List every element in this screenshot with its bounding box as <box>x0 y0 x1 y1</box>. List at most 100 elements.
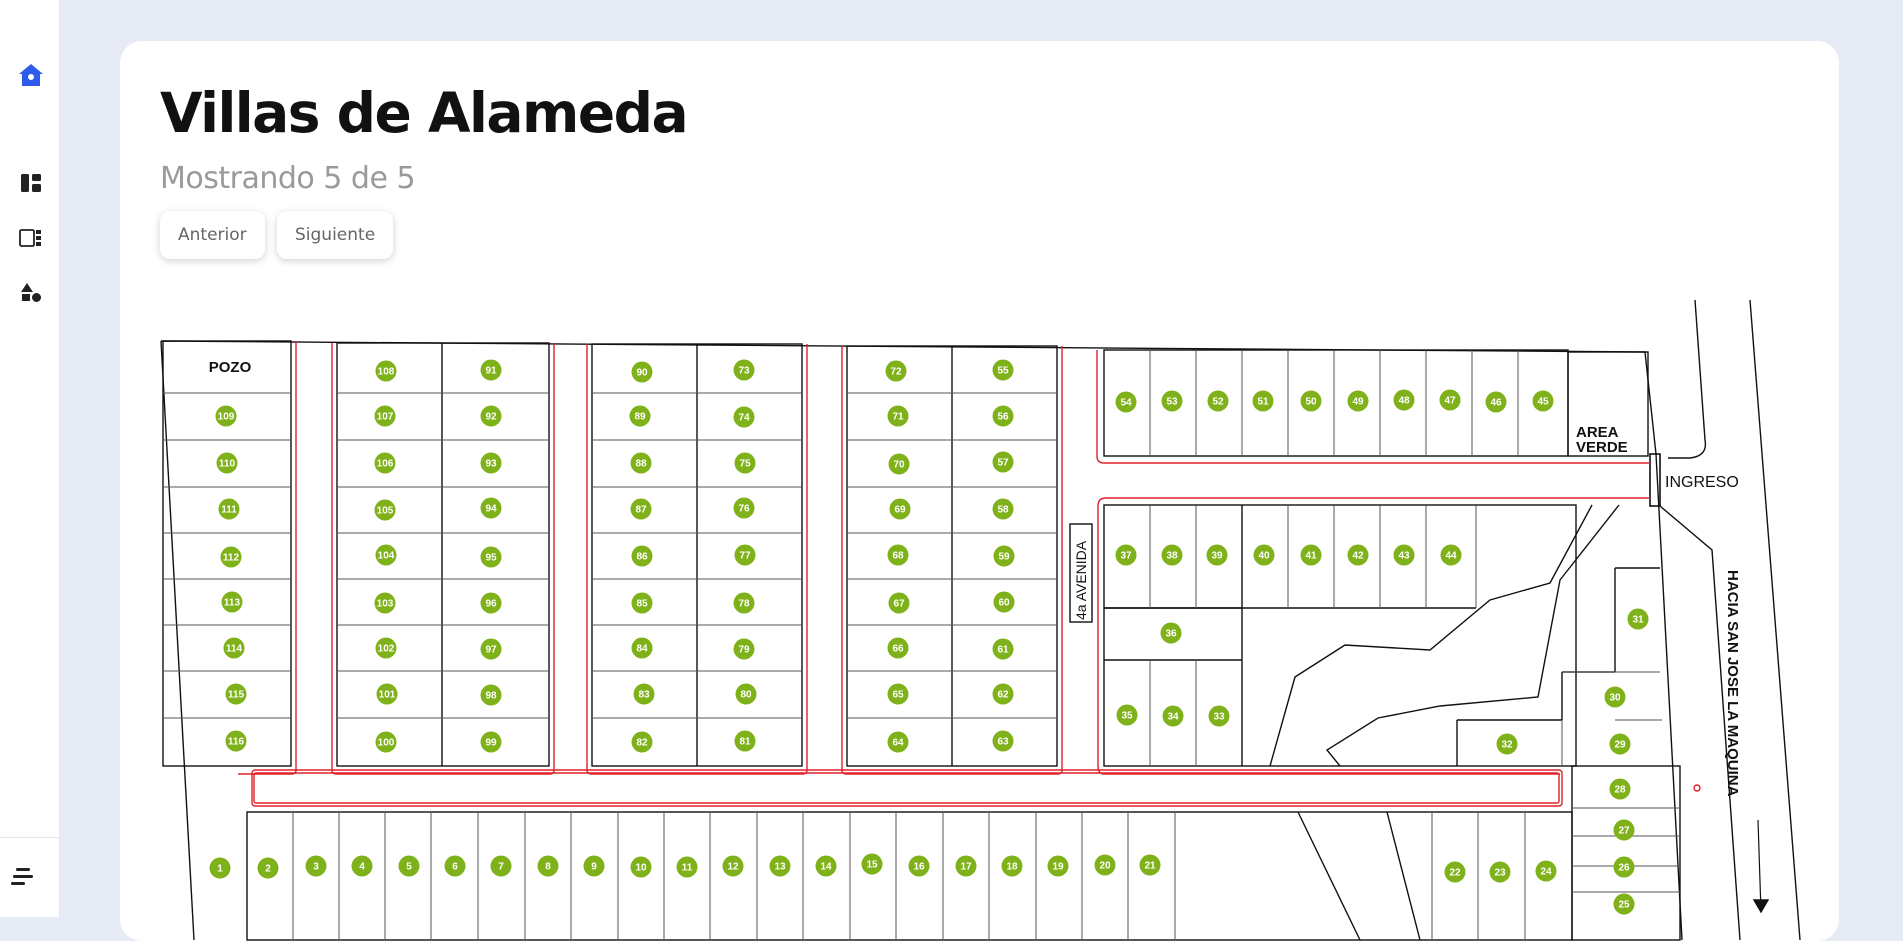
lot-marker-35[interactable]: 35 <box>1116 704 1138 726</box>
lot-marker-33[interactable]: 33 <box>1208 705 1230 727</box>
lot-marker-65[interactable]: 65 <box>887 683 909 705</box>
lot-dot[interactable] <box>992 498 1014 520</box>
lot-dot[interactable] <box>305 855 327 877</box>
lot-dot[interactable] <box>480 405 502 427</box>
lot-dot[interactable] <box>631 361 653 383</box>
lot-dot[interactable] <box>375 360 397 382</box>
lot-dot[interactable] <box>733 359 755 381</box>
lot-dot[interactable] <box>1609 733 1631 755</box>
lot-dot[interactable] <box>992 730 1014 752</box>
lot-dot[interactable] <box>223 637 245 659</box>
lot-dot[interactable] <box>1116 704 1138 726</box>
lot-dot[interactable] <box>480 684 502 706</box>
lot-marker-93[interactable]: 93 <box>480 452 502 474</box>
lot-dot[interactable] <box>218 498 240 520</box>
lot-marker-47[interactable]: 47 <box>1439 389 1461 411</box>
lot-marker-83[interactable]: 83 <box>633 683 655 705</box>
lot-marker-30[interactable]: 30 <box>1604 686 1626 708</box>
lot-dot[interactable] <box>1604 686 1626 708</box>
lot-dot[interactable] <box>630 856 652 878</box>
lot-marker-27[interactable]: 27 <box>1613 819 1635 841</box>
lot-dot[interactable] <box>1208 705 1230 727</box>
lot-dot[interactable] <box>225 683 247 705</box>
lot-dot[interactable] <box>1094 854 1116 876</box>
lot-marker-7[interactable]: 7 <box>490 855 512 877</box>
lot-marker-108[interactable]: 108 <box>375 360 397 382</box>
lot-marker-5[interactable]: 5 <box>398 855 420 877</box>
lot-marker-111[interactable]: 111 <box>218 498 240 520</box>
lot-marker-20[interactable]: 20 <box>1094 854 1116 876</box>
lot-dot[interactable] <box>1393 544 1415 566</box>
lot-marker-11[interactable]: 11 <box>676 856 698 878</box>
lot-dot[interactable] <box>630 498 652 520</box>
lot-marker-38[interactable]: 38 <box>1161 544 1183 566</box>
lot-dot[interactable] <box>631 545 653 567</box>
lot-marker-116[interactable]: 116 <box>225 730 247 752</box>
lot-marker-18[interactable]: 18 <box>1001 855 1023 877</box>
lot-marker-57[interactable]: 57 <box>992 451 1014 473</box>
lot-dot[interactable] <box>490 855 512 877</box>
lot-marker-110[interactable]: 110 <box>216 452 238 474</box>
lot-dot[interactable] <box>1161 390 1183 412</box>
lot-marker-74[interactable]: 74 <box>733 406 755 428</box>
lot-marker-107[interactable]: 107 <box>374 405 396 427</box>
lot-marker-85[interactable]: 85 <box>631 592 653 614</box>
lot-marker-48[interactable]: 48 <box>1393 389 1415 411</box>
lot-marker-22[interactable]: 22 <box>1444 861 1466 883</box>
lot-marker-101[interactable]: 101 <box>376 683 398 705</box>
lot-marker-88[interactable]: 88 <box>630 452 652 474</box>
lot-dot[interactable] <box>257 857 279 879</box>
lot-dot[interactable] <box>887 405 909 427</box>
lot-marker-55[interactable]: 55 <box>992 359 1014 381</box>
lot-marker-9[interactable]: 9 <box>583 855 605 877</box>
lot-dot[interactable] <box>1347 390 1369 412</box>
lot-dot[interactable] <box>1347 544 1369 566</box>
lot-dot[interactable] <box>633 683 655 705</box>
lot-marker-8[interactable]: 8 <box>537 855 559 877</box>
lot-marker-86[interactable]: 86 <box>631 545 653 567</box>
lot-dot[interactable] <box>815 855 837 877</box>
lot-dot[interactable] <box>1300 390 1322 412</box>
lot-dot[interactable] <box>734 452 756 474</box>
lot-dot[interactable] <box>1162 705 1184 727</box>
lot-marker-102[interactable]: 102 <box>375 637 397 659</box>
lot-dot[interactable] <box>480 497 502 519</box>
lot-dot[interactable] <box>1496 733 1518 755</box>
lot-dot[interactable] <box>631 637 653 659</box>
lot-marker-26[interactable]: 26 <box>1613 856 1635 878</box>
lot-dot[interactable] <box>583 855 605 877</box>
lot-marker-98[interactable]: 98 <box>480 684 502 706</box>
lot-dot[interactable] <box>351 855 373 877</box>
lot-dot[interactable] <box>908 855 930 877</box>
lot-marker-92[interactable]: 92 <box>480 405 502 427</box>
lot-dot[interactable] <box>537 855 559 877</box>
lot-dot[interactable] <box>1440 544 1462 566</box>
lot-marker-68[interactable]: 68 <box>887 544 909 566</box>
lot-dot[interactable] <box>631 592 653 614</box>
lot-dot[interactable] <box>1627 608 1649 630</box>
lot-marker-80[interactable]: 80 <box>735 683 757 705</box>
lot-dot[interactable] <box>887 683 909 705</box>
lot-dot[interactable] <box>444 855 466 877</box>
lot-marker-45[interactable]: 45 <box>1532 390 1554 412</box>
lot-dot[interactable] <box>1393 389 1415 411</box>
prev-button[interactable]: Anterior <box>160 211 265 259</box>
next-button[interactable]: Siguiente <box>277 211 394 259</box>
lot-marker-77[interactable]: 77 <box>734 544 756 566</box>
lot-marker-6[interactable]: 6 <box>444 855 466 877</box>
lot-dot[interactable] <box>955 855 977 877</box>
lot-marker-64[interactable]: 64 <box>887 731 909 753</box>
lot-marker-104[interactable]: 104 <box>375 544 397 566</box>
lot-dot[interactable] <box>734 730 756 752</box>
lot-dot[interactable] <box>888 592 910 614</box>
lot-marker-41[interactable]: 41 <box>1300 544 1322 566</box>
lot-marker-60[interactable]: 60 <box>993 591 1015 613</box>
lot-dot[interactable] <box>992 638 1014 660</box>
lot-marker-99[interactable]: 99 <box>480 731 502 753</box>
lot-dot[interactable] <box>375 544 397 566</box>
lot-dot[interactable] <box>1139 854 1161 876</box>
lot-marker-34[interactable]: 34 <box>1162 705 1184 727</box>
lot-marker-106[interactable]: 106 <box>374 452 396 474</box>
lot-marker-61[interactable]: 61 <box>992 638 1014 660</box>
lot-dot[interactable] <box>1535 860 1557 882</box>
